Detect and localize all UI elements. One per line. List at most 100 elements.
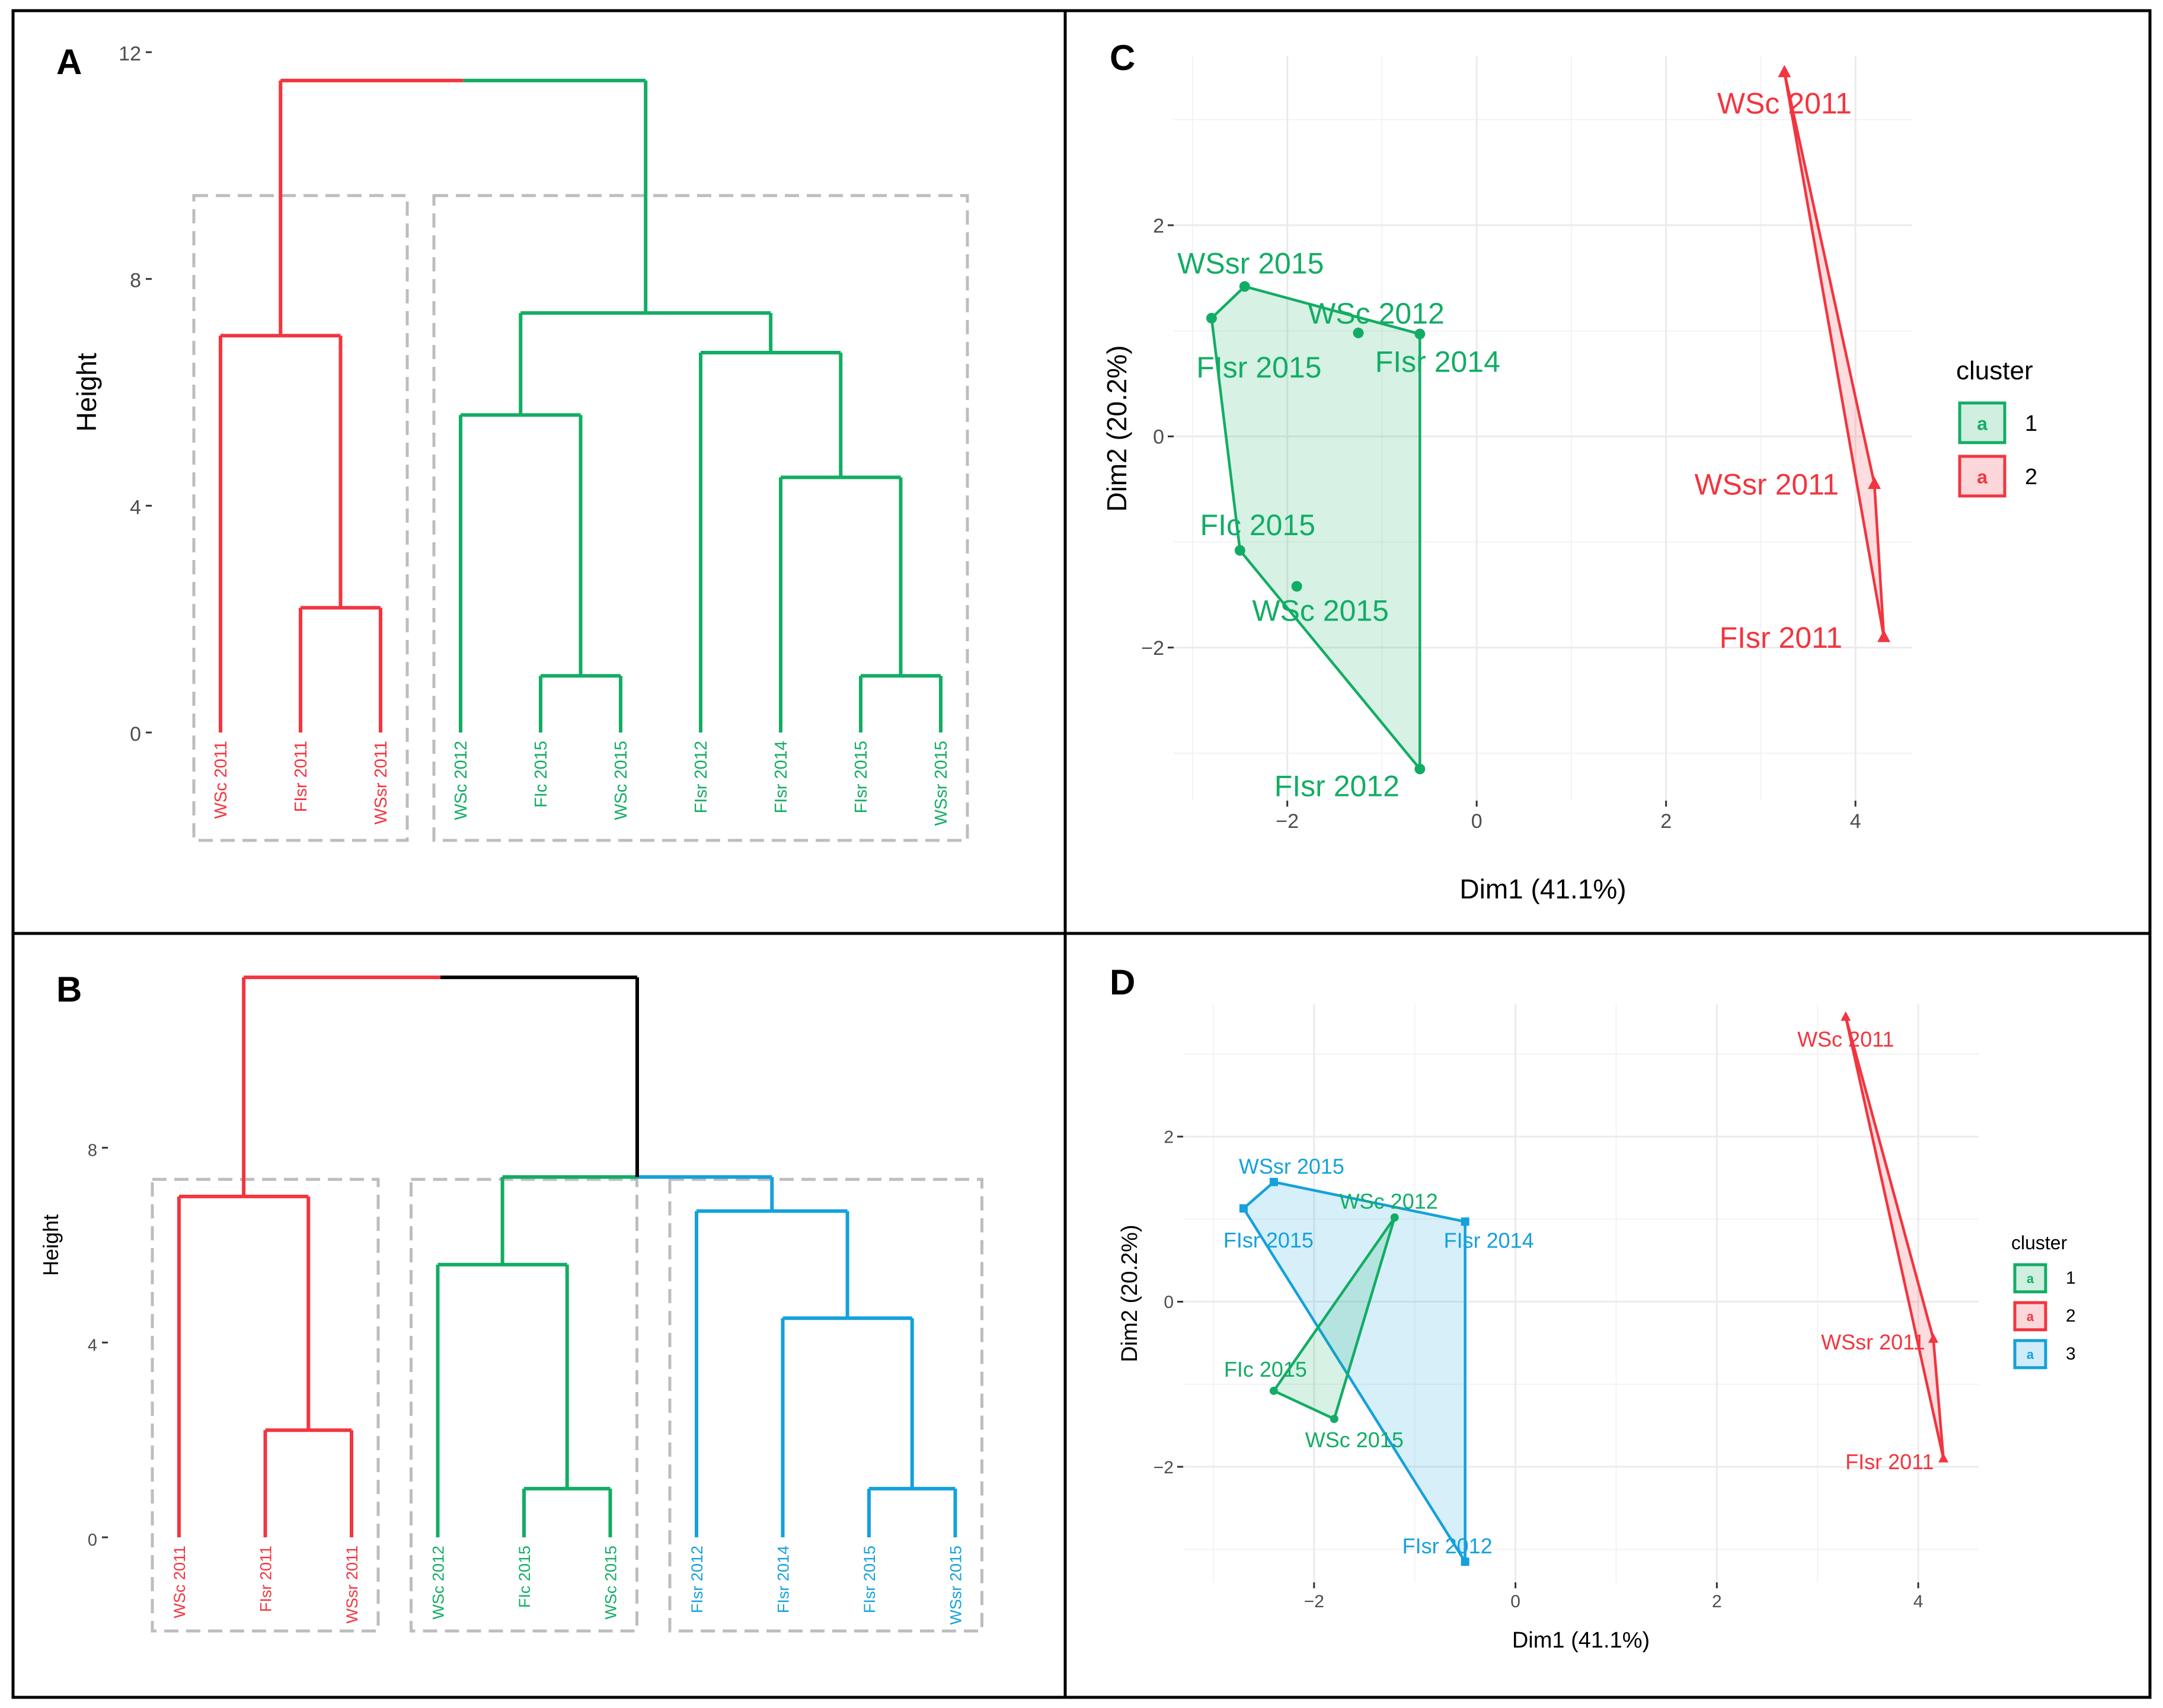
point-fic-2015 bbox=[1269, 1386, 1278, 1395]
x-tick-label-1: 0 bbox=[1510, 1592, 1520, 1611]
dendrogram-panel-a: 0 4 8 12 Height WSc 2011 FIsr 2011 WSsr 2011 WSc… bbox=[71, 43, 969, 842]
x-axis-label: Dim1 (41.1%) bbox=[1512, 1628, 1650, 1653]
leaf-label-wsc-2015: WSc 2015 bbox=[602, 1546, 620, 1620]
legend-glyph-red: a bbox=[1977, 466, 1988, 488]
point-fisr-2014 bbox=[1414, 328, 1426, 340]
y-tick-label-1: 0 bbox=[1153, 426, 1164, 449]
legend-swatch-red bbox=[2013, 1301, 2047, 1332]
point-wsc-2011 bbox=[1778, 65, 1791, 78]
x-axis-label: Dim1 (41.1%) bbox=[1459, 874, 1626, 904]
leaf-label-fisr-2011: FIsr 2011 bbox=[292, 741, 311, 812]
legend-title: cluster bbox=[2011, 1232, 2068, 1253]
panel-letter-b: B bbox=[56, 970, 82, 1009]
y-tick-label-4: 4 bbox=[88, 1336, 97, 1355]
cluster-box-3 bbox=[668, 1178, 983, 1633]
leaf-label-wsc-2012: WSc 2012 bbox=[430, 1546, 448, 1620]
x-tick-label-0: −2 bbox=[1276, 810, 1299, 833]
legend-glyph-blue: a bbox=[2027, 1347, 2034, 1362]
cluster-box-2 bbox=[410, 1178, 638, 1633]
point-label-wssr-2011: WSsr 2011 bbox=[1821, 1330, 1925, 1354]
y-tick-label-8: 8 bbox=[130, 270, 141, 292]
y-axis-label: Dim2 (20.2%) bbox=[1117, 1224, 1142, 1362]
point-wssr-2011 bbox=[1868, 476, 1881, 490]
y-tick-label-2: 2 bbox=[1153, 215, 1164, 237]
y-axis-label: Height bbox=[71, 353, 102, 431]
x-tick-label-3: 4 bbox=[1913, 1592, 1924, 1611]
outer-border bbox=[11, 9, 2152, 1699]
point-fisr-2012 bbox=[1414, 763, 1426, 775]
point-fisr-2014 bbox=[1461, 1217, 1469, 1226]
leaf-label-wsc-2012: WSc 2012 bbox=[452, 741, 471, 820]
panel-letter-a: A bbox=[56, 42, 82, 82]
point-label-wssr-2015: WSsr 2015 bbox=[1177, 247, 1324, 280]
leaf-label-wssr-2011: WSsr 2011 bbox=[372, 741, 391, 824]
point-wsc-2015 bbox=[1330, 1415, 1338, 1424]
cluster-box-1 bbox=[151, 1178, 380, 1633]
leaf-label-fisr-2011: FIsr 2011 bbox=[257, 1546, 275, 1612]
y-tick-label-8: 8 bbox=[88, 1141, 97, 1160]
y-tick-label-12: 12 bbox=[119, 43, 141, 65]
legend-label-red: 2 bbox=[2025, 465, 2037, 490]
point-fisr-2012 bbox=[1461, 1557, 1469, 1566]
legend-glyph-green: a bbox=[2027, 1271, 2034, 1286]
leaf-label-fic-2015: FIc 2015 bbox=[532, 741, 551, 808]
legend-swatch-green bbox=[2013, 1263, 2047, 1294]
point-wssr-2015 bbox=[1269, 1178, 1278, 1186]
legend-glyph-red: a bbox=[2027, 1309, 2034, 1324]
dendrogram-panel-b: 0 4 8 Height WSc 2011 FIsr 2011 WSsr 2011 WSc 2… bbox=[39, 975, 983, 1633]
panel-borders bbox=[11, 9, 2152, 1699]
leaf-label-fisr-2015: FIsr 2015 bbox=[852, 741, 871, 814]
point-fisr-2015 bbox=[1206, 312, 1217, 324]
hull-green bbox=[1272, 1216, 1396, 1421]
x-tick-label-1: 0 bbox=[1471, 810, 1483, 833]
point-wssr-2011 bbox=[1928, 1333, 1939, 1343]
point-label-wssr-2015: WSsr 2015 bbox=[1239, 1154, 1344, 1178]
cluster-plot-panel-d: −2 0 2 4 −2 0 2 Dim1 (41.1%) Dim2 (20.2%) WSsr 20… bbox=[1117, 1005, 2076, 1653]
y-tick-label-2: 2 bbox=[1164, 1128, 1174, 1147]
x-tick-label-2: 2 bbox=[1712, 1592, 1722, 1611]
point-wsc-2015 bbox=[1291, 581, 1302, 592]
y-tick-label-0: 0 bbox=[88, 1531, 97, 1550]
leaf-label-fisr-2014: FIsr 2014 bbox=[772, 741, 791, 814]
point-label-fic-2015: FIc 2015 bbox=[1200, 508, 1316, 542]
legend-label-red: 2 bbox=[2066, 1306, 2076, 1326]
point-wsc-2012 bbox=[1353, 327, 1364, 338]
point-label-wsc-2012: WSc 2012 bbox=[1340, 1189, 1438, 1213]
point-label-fisr-2015: FIsr 2015 bbox=[1196, 351, 1321, 384]
legend-label-green: 1 bbox=[2025, 411, 2037, 436]
hull-red bbox=[1844, 1015, 1945, 1460]
leaf-label-wssr-2015: WSsr 2015 bbox=[932, 741, 951, 826]
point-label-wssr-2011: WSsr 2011 bbox=[1694, 468, 1839, 501]
leaf-label-wsc-2011: WSc 2011 bbox=[171, 1546, 188, 1619]
cluster-box-2 bbox=[432, 194, 969, 842]
point-fic-2015 bbox=[1234, 545, 1245, 556]
legend-swatch-green bbox=[1958, 401, 2007, 444]
point-label-wsc-2011: WSc 2011 bbox=[1797, 1027, 1894, 1051]
leaf-label-wsc-2011: WSc 2011 bbox=[212, 741, 231, 819]
legend-label-green: 1 bbox=[2066, 1268, 2076, 1288]
y-tick-label-4: 4 bbox=[130, 496, 141, 519]
legend-glyph-green: a bbox=[1977, 413, 1988, 434]
panel-letter-c: C bbox=[1110, 38, 1135, 78]
x-tick-label-2: 2 bbox=[1660, 810, 1672, 833]
point-label-fisr-2014: FIsr 2014 bbox=[1444, 1228, 1534, 1252]
point-wssr-2015 bbox=[1239, 281, 1250, 292]
leaf-label-wsc-2015: WSc 2015 bbox=[612, 741, 631, 820]
x-tick-label-3: 4 bbox=[1850, 810, 1861, 833]
point-fisr-2015 bbox=[1239, 1204, 1248, 1213]
leaf-label-wssr-2015: WSsr 2015 bbox=[947, 1546, 965, 1625]
panel-letter-d: D bbox=[1110, 962, 1135, 1002]
point-label-fisr-2012: FIsr 2012 bbox=[1402, 1534, 1493, 1558]
legend-swatch-blue bbox=[2013, 1339, 2047, 1370]
hull-red bbox=[1783, 71, 1886, 639]
point-label-fic-2015: FIc 2015 bbox=[1224, 1357, 1307, 1381]
point-label-fisr-2015: FIsr 2015 bbox=[1223, 1228, 1314, 1252]
y-axis-label: Height bbox=[39, 1214, 63, 1276]
leaf-label-fisr-2015: FIsr 2015 bbox=[861, 1546, 878, 1613]
point-label-fisr-2012: FIsr 2012 bbox=[1274, 770, 1400, 803]
y-axis-label: Dim2 (20.2%) bbox=[1101, 345, 1132, 511]
x-tick-label-0: −2 bbox=[1304, 1592, 1324, 1611]
y-tick-label-0: −2 bbox=[1154, 1458, 1174, 1477]
